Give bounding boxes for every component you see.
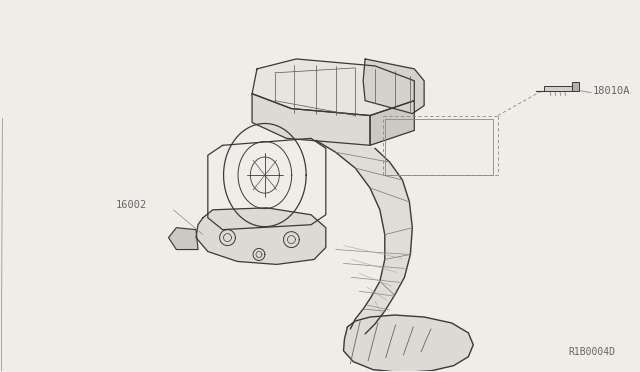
Polygon shape bbox=[316, 140, 412, 334]
Text: R1B0004D: R1B0004D bbox=[569, 347, 616, 357]
Text: 18010A: 18010A bbox=[593, 86, 630, 96]
Polygon shape bbox=[252, 94, 370, 145]
Polygon shape bbox=[168, 228, 198, 250]
Polygon shape bbox=[370, 101, 414, 145]
Polygon shape bbox=[252, 59, 414, 116]
Polygon shape bbox=[196, 208, 326, 264]
Bar bbox=[572, 82, 579, 91]
Polygon shape bbox=[363, 59, 424, 113]
Polygon shape bbox=[344, 315, 473, 372]
Text: 16002: 16002 bbox=[116, 200, 147, 210]
Bar bbox=[544, 86, 572, 91]
